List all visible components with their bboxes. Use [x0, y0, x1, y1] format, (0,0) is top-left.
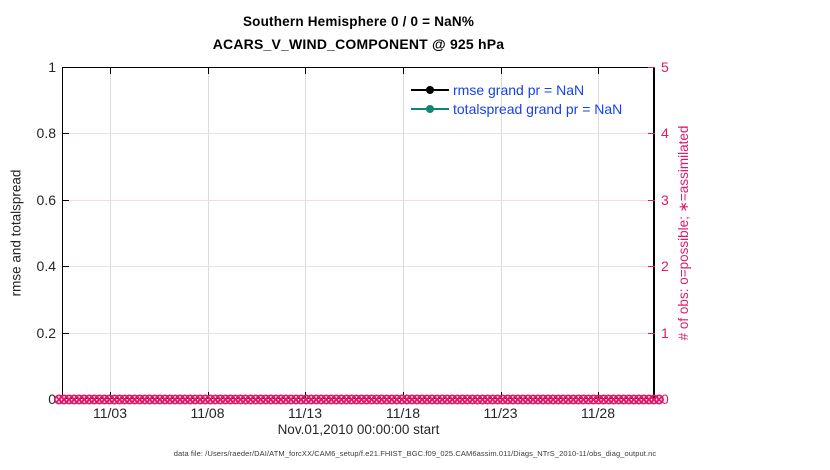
top-axis-spine: [62, 67, 655, 68]
right-axis-spine: [653, 67, 655, 399]
right-axis-label: # of obs: o=possible; ∗=assimilated: [676, 125, 691, 341]
left-tick-1: 1: [48, 59, 56, 75]
legend: rmse grand pr = NaN totalspread grand pr…: [411, 80, 622, 118]
legend-row-totalspread: totalspread grand pr = NaN: [411, 99, 622, 118]
right-tick-3: 3: [661, 191, 669, 208]
right-tick-0: 0: [661, 391, 669, 407]
obs-count-marker-band: [54, 394, 664, 405]
left-axis-label: rmse and totalspread: [8, 169, 24, 297]
right-tick-5: 5: [661, 59, 669, 75]
left-tick-0_8: 0.8: [36, 125, 56, 142]
legend-label-totalspread: totalspread grand pr = NaN: [453, 100, 623, 117]
totalspread-line-marker-icon: [411, 104, 449, 113]
x-tick-11-28: 11/28: [581, 405, 615, 421]
rmse-line-marker-icon: [411, 85, 449, 94]
chart-title: Southern Hemisphere 0 / 0 = NaN%: [242, 14, 475, 29]
right-tick-4: 4: [661, 125, 669, 142]
left-tick-0_6: 0.6: [36, 191, 56, 208]
legend-label-rmse: rmse grand pr = NaN: [453, 81, 585, 98]
x-tick-11-13: 11/13: [288, 405, 322, 421]
right-tick-2: 2: [661, 258, 669, 275]
x-tick-11-18: 11/18: [386, 405, 420, 421]
left-tick-0_4: 0.4: [36, 258, 56, 275]
x-tick-11-03: 11/03: [93, 405, 127, 421]
x-tick-11-08: 11/08: [190, 405, 225, 421]
left-tick-0_2: 0.2: [36, 324, 56, 341]
data-file-path: data file: /Users/raeder/DAI/ATM_forcXX/…: [173, 449, 657, 458]
x-tick-11-23: 11/23: [483, 405, 518, 421]
x-axis-label: Nov.01,2010 00:00:00 start: [277, 422, 440, 437]
left-axis-spine: [62, 67, 63, 399]
legend-row-rmse: rmse grand pr = NaN: [411, 80, 622, 99]
right-tick-1: 1: [661, 324, 669, 341]
chart-subtitle: ACARS_V_WIND_COMPONENT @ 925 hPa: [212, 36, 505, 52]
left-tick-0: 0: [48, 391, 56, 407]
